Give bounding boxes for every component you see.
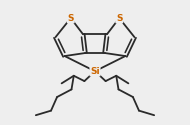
Text: S: S xyxy=(67,14,74,23)
Text: S: S xyxy=(116,14,123,23)
Text: Si: Si xyxy=(90,67,100,76)
